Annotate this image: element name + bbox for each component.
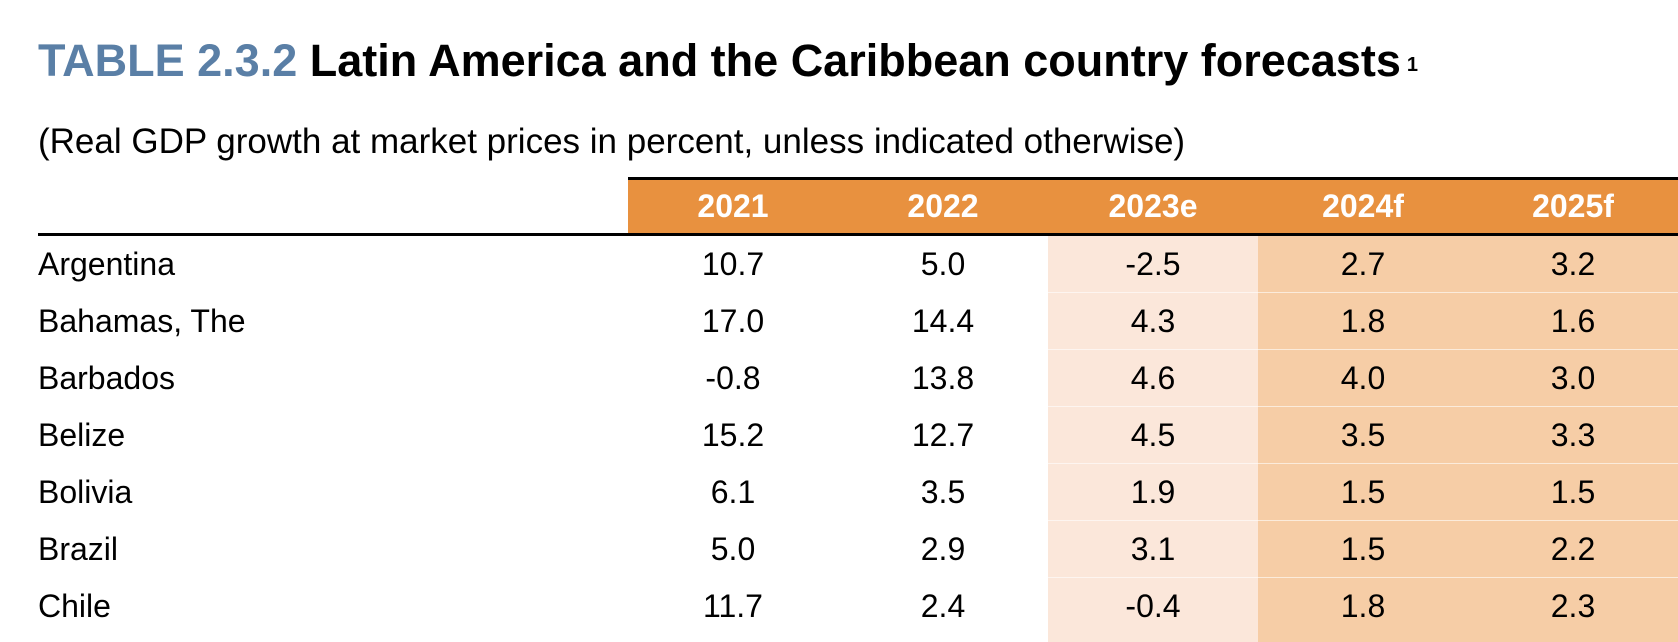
column-header: 2022 [907, 188, 979, 224]
value-cell: 11.7 [703, 588, 763, 624]
value-cell: -0.4 [1125, 588, 1181, 624]
forecast-columns-shading [1258, 236, 1678, 642]
country-label: Belize [38, 417, 126, 453]
value-cell: 2.3 [1550, 588, 1596, 624]
table-subtitle: (Real GDP growth at market prices in per… [38, 122, 1186, 161]
estimate-column-shading [1048, 236, 1258, 642]
column-header: 2021 [697, 188, 769, 224]
table-row: Bahamas, The 17.0 14.4 4.3 1.8 1.6 [0, 293, 1678, 350]
value-cell: 1.8 [1340, 303, 1386, 339]
value-cell: 1.5 [1340, 474, 1386, 510]
row-divider [1048, 463, 1678, 464]
top-rule [628, 177, 1678, 180]
value-cell: 12.7 [911, 417, 975, 453]
table-number: TABLE 2.3.2 [38, 35, 298, 86]
value-cell: 5.0 [920, 246, 966, 282]
value-cell: 4.0 [1340, 360, 1386, 396]
value-cell: 2.4 [920, 588, 966, 624]
value-cell: 3.2 [1550, 246, 1596, 282]
table-row: Brazil 5.0 2.9 3.1 1.5 2.2 [0, 521, 1678, 578]
value-cell: 3.5 [1340, 417, 1386, 453]
country-label: Bahamas, The [38, 303, 246, 339]
row-divider [1048, 520, 1678, 521]
value-cell: 2.9 [920, 531, 966, 567]
value-cell: 1.5 [1550, 474, 1596, 510]
value-cell: 3.3 [1550, 417, 1596, 453]
value-cell: 3.0 [1550, 360, 1596, 396]
row-divider [1048, 349, 1678, 350]
value-cell: 1.5 [1340, 531, 1386, 567]
table-title: TABLE 2.3.2 Latin America and the Caribb… [38, 28, 1418, 94]
row-divider [1048, 577, 1678, 578]
footnote-marker: 1 [1406, 54, 1418, 76]
country-label: Argentina [38, 246, 175, 282]
column-header: 2024f [1322, 188, 1404, 224]
value-cell: 1.9 [1130, 474, 1176, 510]
value-cell: 1.8 [1340, 588, 1386, 624]
value-cell: 15.2 [701, 417, 765, 453]
value-cell: 2.7 [1340, 246, 1386, 282]
value-cell: 4.3 [1130, 303, 1176, 339]
header-band [628, 180, 1678, 233]
value-cell: 4.5 [1130, 417, 1176, 453]
row-divider [1048, 406, 1678, 407]
table-row: Argentina 10.7 5.0 -2.5 2.7 3.2 [0, 236, 1678, 293]
country-label: Barbados [38, 360, 175, 396]
value-cell: 17.0 [701, 303, 765, 339]
value-cell: -0.8 [705, 360, 761, 396]
value-cell: 3.5 [920, 474, 966, 510]
column-header: 2025f [1532, 188, 1614, 224]
table-row: Chile 11.7 2.4 -0.4 1.8 2.3 [0, 578, 1678, 635]
country-label: Chile [38, 588, 111, 624]
country-label: Brazil [38, 531, 119, 567]
value-cell: 2.2 [1550, 531, 1596, 567]
column-header: 2023e [1108, 188, 1198, 224]
value-cell: 10.7 [701, 246, 765, 282]
table-row: Barbados -0.8 13.8 4.6 4.0 3.0 [0, 350, 1678, 407]
row-divider [1048, 292, 1678, 293]
table-row: Belize 15.2 12.7 4.5 3.5 3.3 [0, 407, 1678, 464]
value-cell: -2.5 [1125, 246, 1181, 282]
value-cell: 13.8 [911, 360, 975, 396]
value-cell: 14.4 [911, 303, 975, 339]
value-cell: 5.0 [710, 531, 756, 567]
value-cell: 3.1 [1130, 531, 1176, 567]
table-title-text: Latin America and the Caribbean country … [309, 35, 1401, 86]
table-row: Bolivia 6.1 3.5 1.9 1.5 1.5 [0, 464, 1678, 521]
header-rule [38, 233, 1678, 236]
value-cell: 1.6 [1550, 303, 1596, 339]
value-cell: 4.6 [1130, 360, 1176, 396]
value-cell: 6.1 [710, 474, 756, 510]
country-label: Bolivia [38, 474, 133, 510]
